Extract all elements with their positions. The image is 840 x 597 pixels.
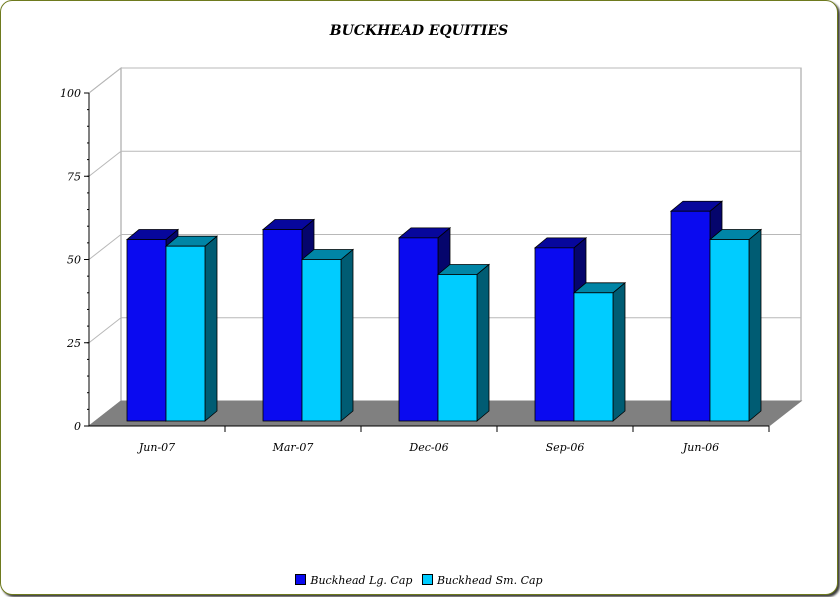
bar bbox=[669, 200, 724, 422]
bar-front bbox=[670, 210, 711, 422]
bar bbox=[300, 248, 355, 422]
gridlines bbox=[88, 67, 801, 344]
bar-chart: 0 25 50 75 100 Jun-07 Mar-07 Dec-06 Sep-06 Jun-06 bbox=[60, 66, 803, 454]
x-tick-label: Dec-06 bbox=[408, 441, 448, 454]
axes bbox=[84, 92, 770, 432]
x-tick-label: Jun-07 bbox=[137, 441, 175, 454]
legend: Buckhead Lg. Cap Buckhead Sm. Cap bbox=[1, 574, 837, 587]
y-tick-label: 50 bbox=[67, 254, 81, 267]
bar-side bbox=[204, 235, 218, 422]
bar-front bbox=[126, 239, 167, 422]
y-tick-label: 75 bbox=[67, 170, 81, 183]
legend-swatch-lg-cap bbox=[295, 574, 307, 585]
bar bbox=[436, 263, 491, 422]
y-tick-label: 100 bbox=[60, 87, 81, 100]
gridline bbox=[88, 67, 801, 94]
bar bbox=[572, 281, 627, 422]
bar bbox=[708, 228, 763, 422]
bar bbox=[164, 235, 219, 422]
x-tick-label: Mar-07 bbox=[272, 441, 314, 454]
x-tick-label: Sep-06 bbox=[546, 441, 585, 454]
bar-front bbox=[709, 239, 750, 422]
bar-side bbox=[612, 281, 626, 422]
chart-title: BUCKHEAD EQUITIES bbox=[329, 23, 509, 39]
bars bbox=[125, 200, 763, 422]
gridline bbox=[88, 150, 801, 177]
legend-entry-lg-cap: Buckhead Lg. Cap bbox=[295, 574, 412, 587]
y-tick-label: 25 bbox=[66, 337, 81, 350]
bar-side bbox=[340, 248, 354, 422]
bar-front bbox=[398, 237, 439, 422]
legend-label-sm-cap: Buckhead Sm. Cap bbox=[436, 574, 543, 587]
bar-front bbox=[262, 229, 303, 422]
y-tick-label: 0 bbox=[74, 420, 81, 433]
bar-side bbox=[748, 228, 762, 422]
legend-entry-sm-cap: Buckhead Sm. Cap bbox=[421, 574, 543, 587]
bar-front bbox=[534, 247, 575, 422]
legend-label-lg-cap: Buckhead Lg. Cap bbox=[310, 574, 413, 587]
bar-front bbox=[165, 245, 206, 422]
bar-side bbox=[476, 263, 490, 422]
gridline bbox=[88, 234, 801, 260]
bar-front bbox=[301, 259, 342, 422]
legend-swatch-sm-cap bbox=[421, 574, 433, 585]
bar bbox=[261, 218, 316, 422]
bar-front bbox=[573, 292, 614, 422]
x-tick-label: Jun-06 bbox=[681, 441, 719, 454]
bar-front bbox=[437, 274, 478, 422]
axis-labels: 0 25 50 75 100 Jun-07 Mar-07 Dec-06 Sep-06 Jun-06 bbox=[60, 87, 719, 454]
